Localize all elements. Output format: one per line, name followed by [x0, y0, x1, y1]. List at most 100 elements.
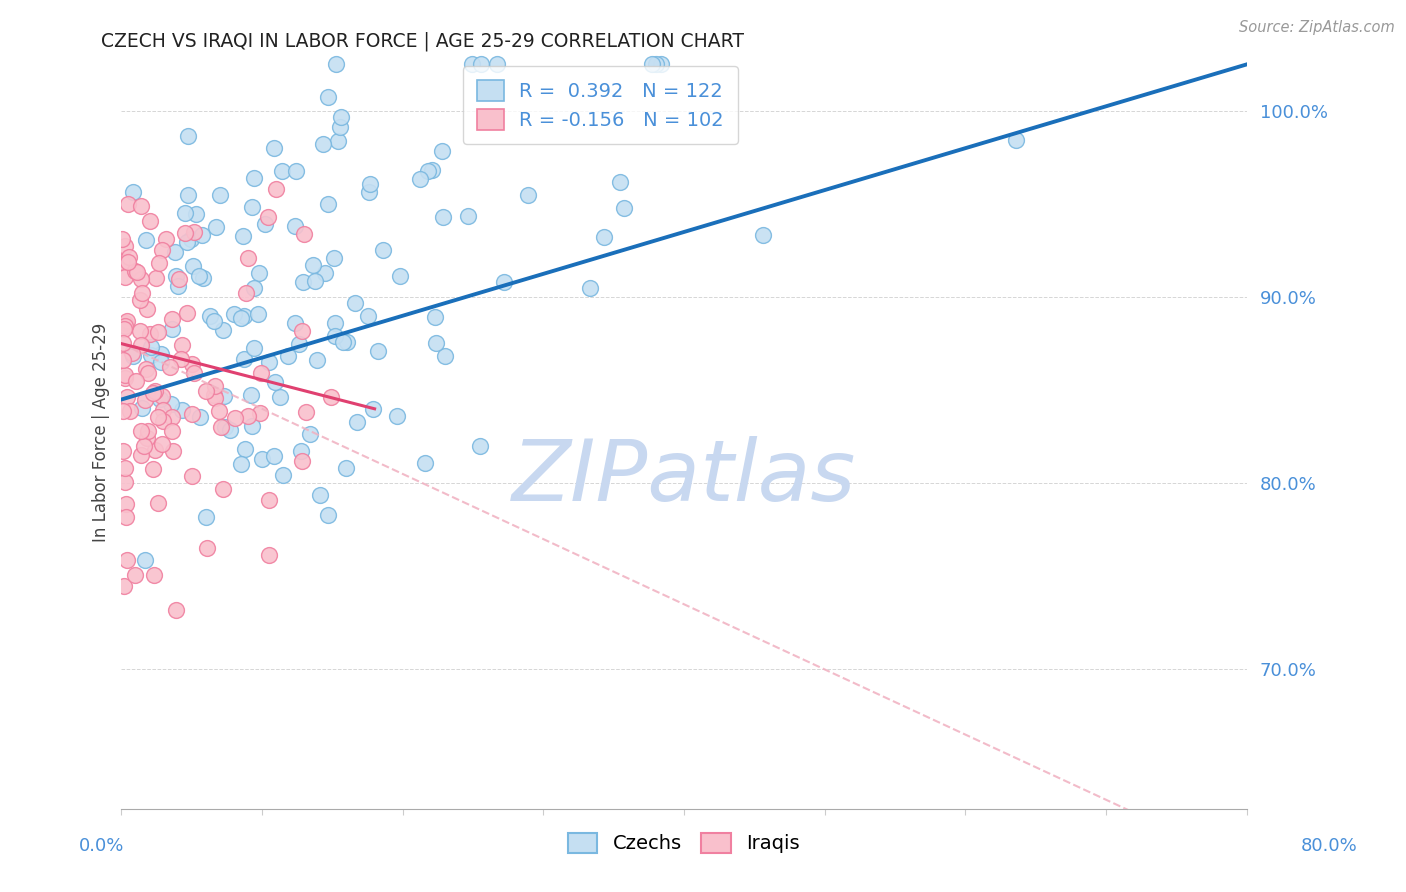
Point	[319, 390, 342, 404]
Point	[191, 271, 214, 285]
Point	[254, 217, 277, 231]
Point	[121, 349, 143, 363]
Point	[139, 214, 162, 228]
Point	[181, 260, 204, 274]
Point	[125, 265, 148, 279]
Point	[460, 57, 482, 71]
Point	[357, 310, 380, 324]
Point	[136, 302, 159, 317]
Point	[263, 141, 285, 155]
Point	[298, 427, 321, 442]
Point	[316, 196, 339, 211]
Point	[613, 202, 636, 216]
Point	[413, 456, 436, 470]
Point	[150, 390, 173, 404]
Point	[136, 366, 159, 380]
Point	[134, 393, 156, 408]
Point	[114, 475, 136, 489]
Point	[139, 326, 162, 341]
Point	[432, 210, 454, 224]
Text: 0.0%: 0.0%	[79, 837, 124, 855]
Point	[204, 379, 226, 393]
Point	[323, 316, 346, 330]
Point	[346, 416, 368, 430]
Point	[236, 252, 259, 266]
Point	[195, 384, 218, 399]
Point	[163, 244, 186, 259]
Point	[332, 335, 354, 350]
Point	[131, 401, 153, 416]
Point	[323, 252, 346, 266]
Point	[276, 349, 298, 363]
Point	[150, 437, 173, 451]
Point	[191, 227, 214, 242]
Y-axis label: In Labor Force | Age 25-29: In Labor Force | Age 25-29	[93, 322, 110, 541]
Point	[160, 425, 183, 439]
Point	[111, 255, 134, 269]
Point	[408, 172, 430, 186]
Point	[433, 349, 456, 363]
Point	[188, 410, 211, 425]
Point	[285, 164, 308, 178]
Point	[114, 239, 136, 253]
Point	[263, 449, 285, 463]
Point	[336, 334, 359, 349]
Point	[292, 227, 315, 241]
Point	[235, 286, 257, 301]
Point	[371, 243, 394, 257]
Point	[150, 243, 173, 257]
Point	[367, 344, 389, 359]
Point	[142, 567, 165, 582]
Point	[114, 269, 136, 284]
Point	[204, 391, 226, 405]
Point	[249, 366, 271, 380]
Point	[141, 340, 163, 354]
Point	[184, 207, 207, 221]
Point	[145, 384, 167, 399]
Point	[148, 326, 170, 340]
Point	[148, 410, 170, 425]
Point	[294, 404, 316, 418]
Point	[135, 233, 157, 247]
Point	[177, 187, 200, 202]
Point	[247, 266, 270, 280]
Point	[169, 272, 191, 286]
Point	[640, 57, 662, 71]
Point	[176, 306, 198, 320]
Point	[209, 419, 232, 434]
Point	[212, 389, 235, 403]
Point	[148, 256, 170, 270]
Point	[159, 360, 181, 375]
Point	[136, 431, 159, 445]
Point	[1005, 133, 1028, 147]
Point	[314, 266, 336, 280]
Point	[425, 310, 447, 324]
Point	[114, 318, 136, 333]
Point	[212, 482, 235, 496]
Point	[152, 414, 174, 428]
Point	[243, 341, 266, 355]
Point	[149, 392, 172, 406]
Point	[212, 323, 235, 337]
Point	[325, 57, 347, 71]
Point	[134, 438, 156, 452]
Text: ZIPatlas: ZIPatlas	[512, 436, 856, 519]
Point	[129, 272, 152, 286]
Point	[468, 439, 491, 453]
Point	[135, 362, 157, 376]
Point	[242, 171, 264, 186]
Point	[129, 199, 152, 213]
Point	[329, 120, 352, 135]
Point	[114, 460, 136, 475]
Point	[202, 313, 225, 327]
Point	[233, 442, 256, 456]
Point	[121, 346, 143, 360]
Point	[273, 467, 295, 482]
Point	[149, 355, 172, 369]
Point	[257, 549, 280, 563]
Point	[343, 295, 366, 310]
Point	[263, 375, 285, 389]
Point	[180, 232, 202, 246]
Point	[173, 226, 195, 240]
Text: 80.0%: 80.0%	[1301, 837, 1357, 855]
